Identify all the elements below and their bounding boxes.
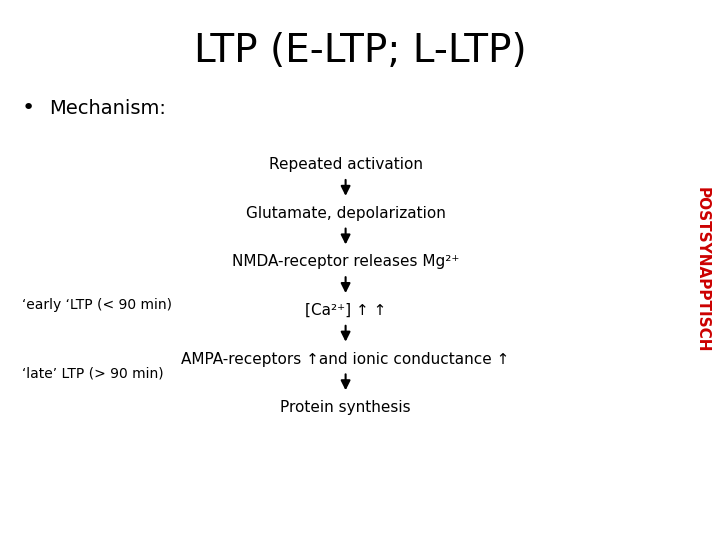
Text: LTP (E-LTP; L-LTP): LTP (E-LTP; L-LTP) — [194, 32, 526, 70]
Text: Glutamate, depolarization: Glutamate, depolarization — [246, 206, 446, 221]
Text: ‘early ‘LTP (< 90 min): ‘early ‘LTP (< 90 min) — [22, 298, 171, 312]
Text: Repeated activation: Repeated activation — [269, 157, 423, 172]
Text: NMDA-receptor releases Mg²⁺: NMDA-receptor releases Mg²⁺ — [232, 254, 459, 269]
Text: [Ca²⁺] ↑ ↑: [Ca²⁺] ↑ ↑ — [305, 303, 387, 318]
Text: •: • — [22, 98, 35, 118]
Text: AMPA-receptors ↑and ionic conductance ↑: AMPA-receptors ↑and ionic conductance ↑ — [181, 352, 510, 367]
Text: Protein synthesis: Protein synthesis — [280, 400, 411, 415]
Text: Mechanism:: Mechanism: — [49, 98, 166, 118]
Text: ‘late’ LTP (> 90 min): ‘late’ LTP (> 90 min) — [22, 367, 163, 381]
Text: POSTSYNAPPTISCH: POSTSYNAPPTISCH — [695, 187, 709, 353]
